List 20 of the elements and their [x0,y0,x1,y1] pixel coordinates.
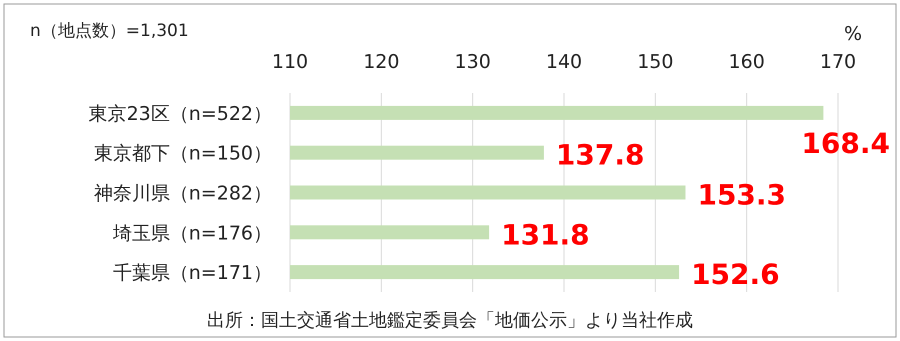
x-axis-title: % [844,23,862,45]
y-tick-label: 埼玉県（n=176） [112,222,272,244]
data-label: 137.8 [556,138,644,172]
y-tick-label: 東京23区（n=522） [88,102,272,125]
text: 出所：国土交通省土地鑑定委員会「地価公示」より当社作成 [207,310,693,331]
x-tick-label: 150 [637,51,674,73]
x-tick-label: 110 [272,51,308,73]
text: n（地点数）=1,301 [30,21,189,41]
data-label: 153.3 [697,178,786,212]
x-tick-label: 130 [454,51,491,73]
data-label: 131.8 [501,218,590,252]
x-tick-label: 160 [728,51,765,73]
x-tick-label: 120 [363,51,400,73]
y-tick-label: 千葉県（n=171） [112,262,272,284]
x-tick-label: 140 [546,51,582,73]
data-label: 152.6 [691,258,780,292]
data-label: 168.4 [801,126,890,160]
y-tick-label: 神奈川県（n=282） [94,182,272,204]
x-tick-label: 170 [820,51,856,73]
y-tick-label: 東京都下（n=150） [94,142,272,165]
